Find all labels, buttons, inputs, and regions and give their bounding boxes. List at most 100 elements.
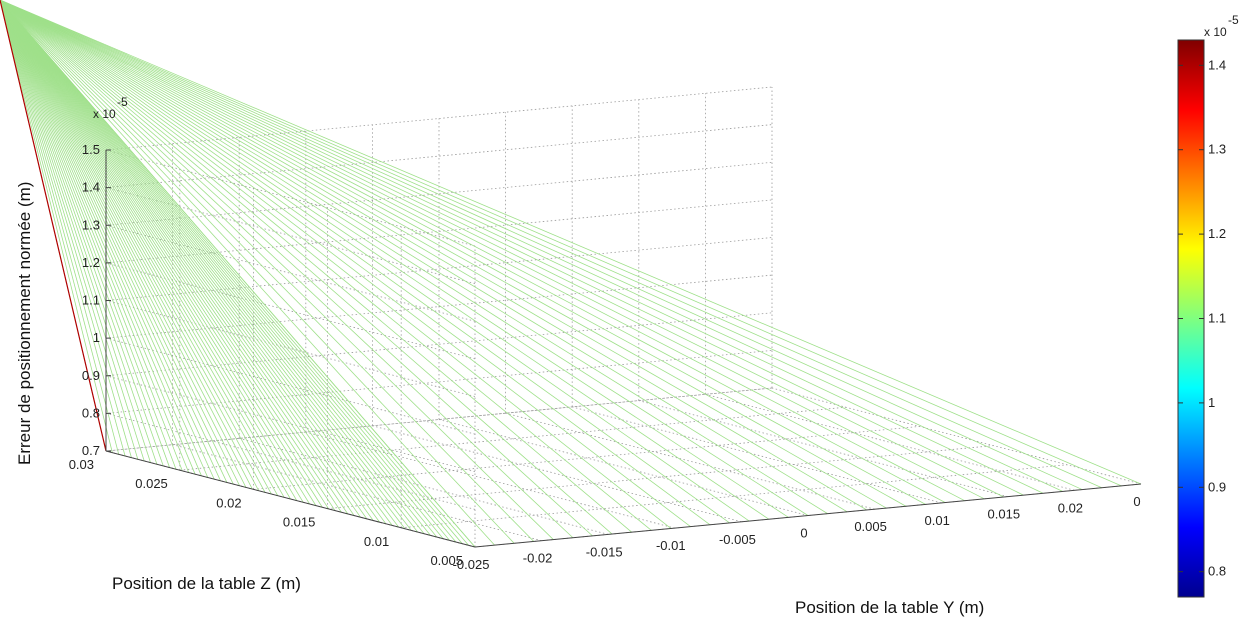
curtain-line: [0, 0, 476, 548]
curtain-line: [0, 0, 387, 525]
curtain-line: [0, 0, 240, 486]
grid-line: [105, 387, 773, 452]
curtain-line: [0, 0, 593, 537]
z-tick-label: 1.2: [82, 255, 100, 270]
grid-line: [771, 387, 1142, 485]
ypos-tick-label: 0.015: [988, 507, 1021, 522]
z-tick-label: 1.4: [82, 180, 100, 195]
curtain-line: [0, 0, 770, 520]
curtain-line: [0, 0, 120, 455]
curtain-line: [0, 0, 444, 539]
curtain-line: [0, 0, 266, 493]
curtain-line: [0, 0, 867, 511]
curtain-line: [0, 0, 1142, 485]
curtain-line: [0, 0, 164, 467]
curtain-line: [0, 0, 260, 491]
tick-labels: 0.7 0.8 0.9 1 1.1 1.2 1.3 1.4 1.5 0.005 0.01 0.015 0…: [69, 142, 1141, 572]
curtain-line: [0, 0, 336, 511]
curtain-line: [0, 0, 1005, 498]
z-tick-label: 0.8: [82, 405, 100, 420]
curtain-line: [0, 0, 431, 536]
grid-line: [105, 237, 773, 397]
curtain-line: [0, 0, 1122, 487]
surface-edge: [0, 0, 107, 452]
curtain-line: [0, 0, 291, 500]
curtain-line: [0, 0, 1102, 489]
curtain-line: [0, 0, 463, 544]
curtain-line: [0, 0, 349, 515]
curtain-line: [0, 0, 691, 527]
curtain-line: [0, 0, 1083, 490]
curtain-line: [0, 0, 828, 514]
curtain-line: [0, 0, 393, 526]
curtain-line: [0, 0, 202, 476]
ypos-tick-label: 0.02: [1058, 500, 1083, 515]
ypos-tick-label: 0.01: [925, 513, 950, 528]
curtain-line: [0, 0, 247, 488]
curtain-line: [0, 0, 412, 531]
curtain-line: [0, 0, 399, 528]
grid-line: [572, 406, 942, 504]
zpos-tick-label: 0.03: [69, 457, 94, 472]
curtain-line: [0, 0, 158, 465]
curtain-line: [0, 0, 515, 544]
curtain-line: [0, 0, 632, 533]
curtain-line: [0, 0, 613, 535]
ypos-tick-label: -0.02: [523, 551, 553, 566]
curtain-line: [0, 0, 438, 538]
colorbar-multiplier: x 10: [1204, 25, 1227, 39]
z-tick-label: 1.5: [82, 142, 100, 157]
z-tick-label: 1.3: [82, 217, 100, 232]
z-axis-label: Erreur de positionnement normée (m): [15, 182, 34, 465]
curtain-line: [0, 0, 113, 453]
z-tick-label: 0.7: [82, 443, 100, 458]
curtain-line: [0, 0, 985, 500]
grid-line: [179, 406, 846, 471]
curtain-line: [0, 0, 652, 531]
colorbar-ticks: 0.8 0.9 1 1.1 1.2 1.3 1.4: [1178, 57, 1226, 579]
curtain-line: [0, 0, 330, 510]
z-multiplier: x 10: [93, 107, 116, 121]
curtain-line: [0, 0, 221, 481]
ypos-tick-label: -0.01: [656, 538, 686, 553]
grid-line: [705, 393, 1075, 491]
curtain-line: [0, 0, 196, 475]
curtain-line: [0, 0, 750, 522]
curtain-line: [0, 0, 126, 457]
curtain-line: [0, 0, 469, 546]
curtain-line: [0, 0, 355, 516]
curtain-line: [0, 0, 151, 463]
curtain-line: [0, 0, 374, 521]
x-axis-label: Position de la table Y (m): [795, 598, 984, 617]
curtain-line: [0, 0, 1063, 492]
curtain-line: [0, 0, 228, 483]
curtain-line: [0, 0, 406, 530]
colorbar-tick-label: 1.3: [1208, 142, 1226, 157]
curtain-line: [0, 0, 425, 535]
curtain-line: [0, 0, 209, 478]
curtain-line: [0, 0, 177, 470]
curtain-line: [0, 0, 145, 462]
curtain-line: [0, 0, 457, 543]
curtain-line: [0, 0, 139, 460]
curtain-line: [0, 0, 809, 516]
z-tick-label: 0.9: [82, 368, 100, 383]
curtain-line: [0, 0, 215, 480]
ypos-axis-line: [474, 483, 1142, 548]
curtain-line: [0, 0, 926, 505]
curtain-line: [0, 0, 342, 513]
z-tick-label: 1: [93, 330, 100, 345]
ypos-tick-label: -0.015: [586, 544, 623, 559]
zpos-tick-label: 0.005: [430, 553, 463, 568]
curtain-line: [0, 0, 711, 526]
curtain-line: [0, 0, 253, 490]
curtain-line: [0, 0, 1044, 494]
ypos-tick-label: -0.025: [453, 557, 490, 572]
curtain-line: [0, 0, 730, 524]
curtain-line: [0, 0, 574, 539]
curtain-line: [0, 0, 190, 473]
curtain-line: [0, 0, 368, 520]
grid-line: [105, 312, 773, 473]
z-tick-label: 1.1: [82, 293, 100, 308]
grid-line: [253, 426, 920, 490]
